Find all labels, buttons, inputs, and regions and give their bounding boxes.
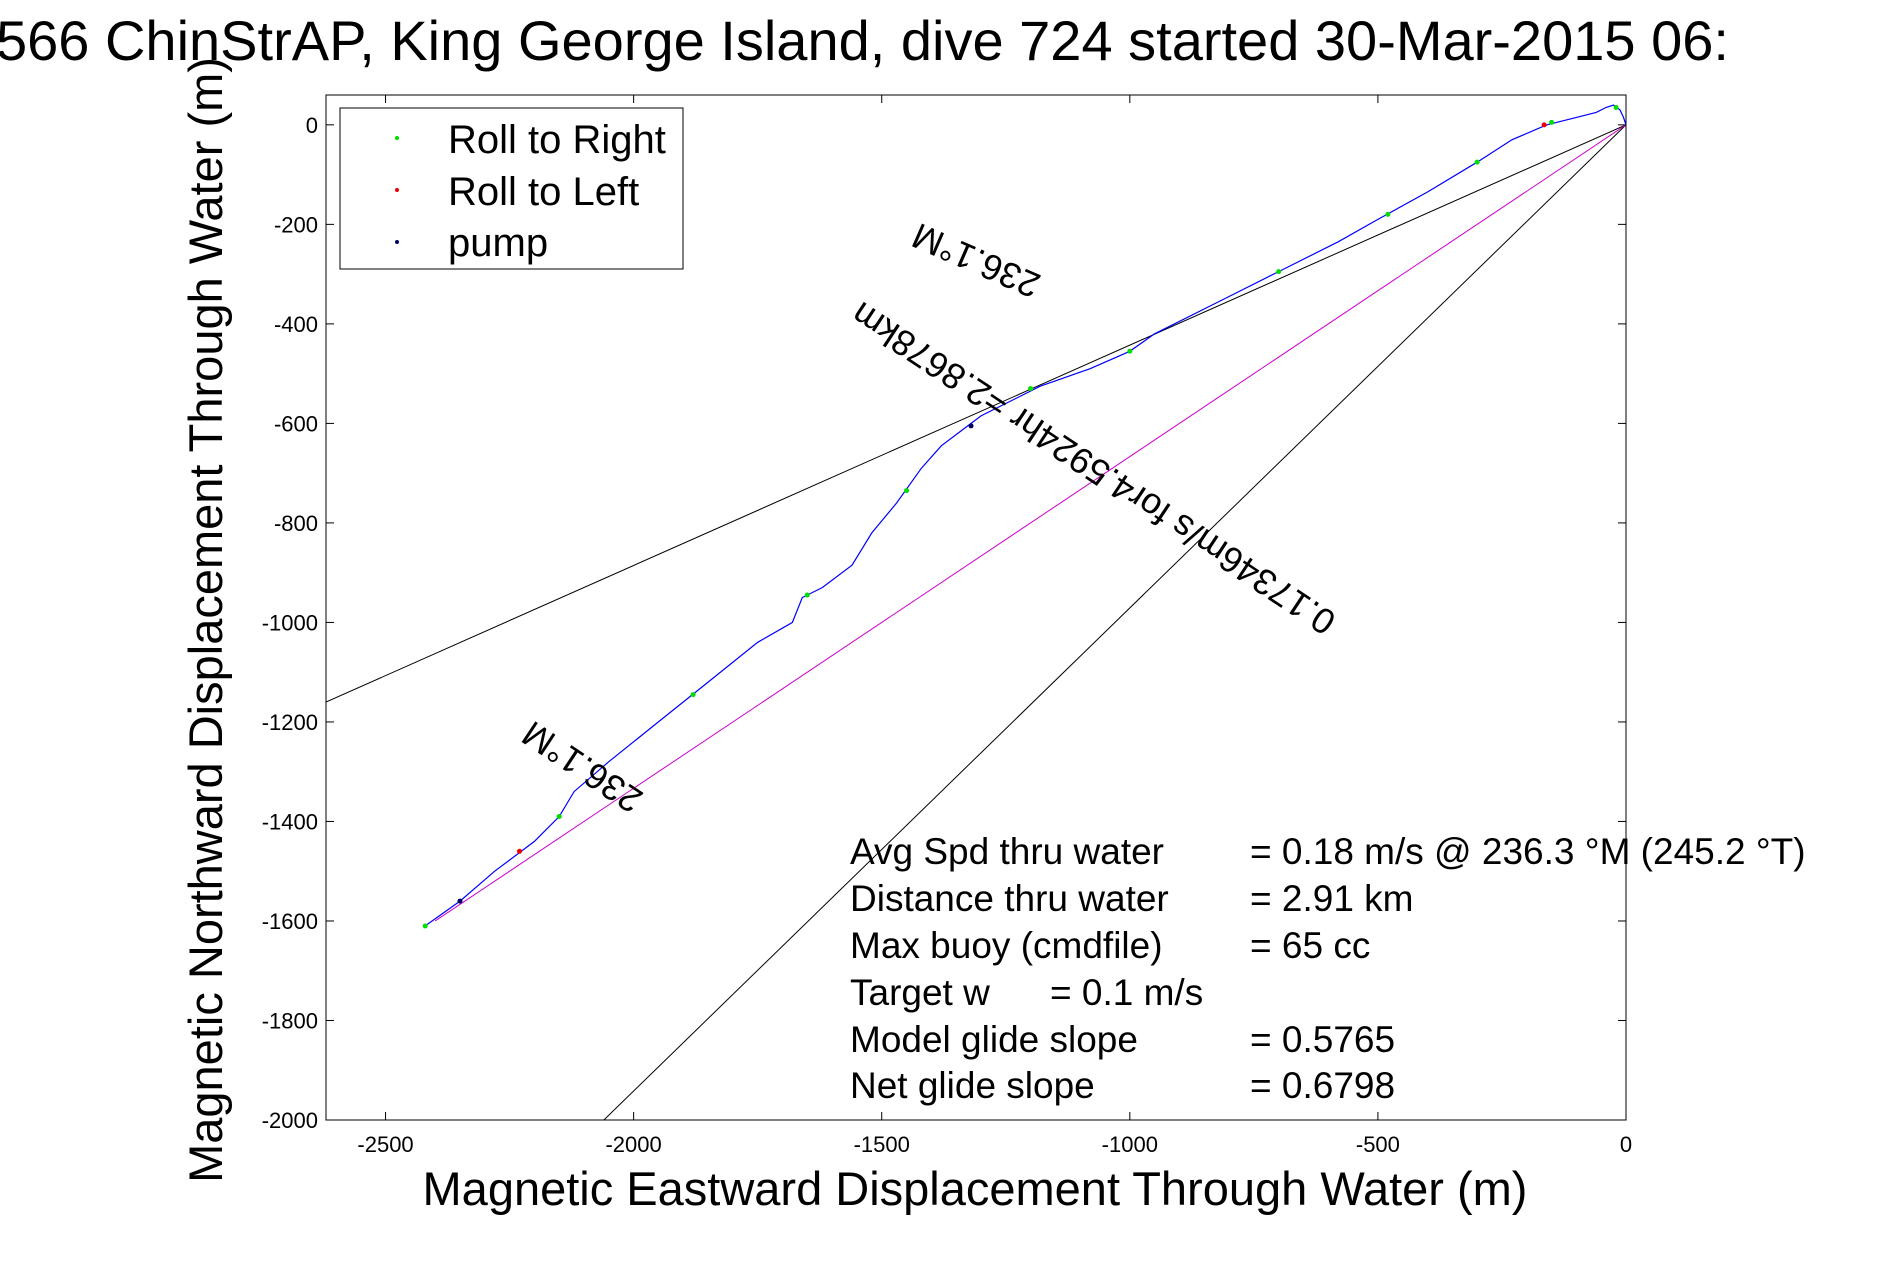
summary-value-model-glide: = 0.5765 xyxy=(1250,1019,1395,1060)
y-tick-label: -400 xyxy=(274,312,318,337)
summary-value-distance: = 2.91 km xyxy=(1250,878,1414,919)
summary-label-max-buoy: Max buoy (cmdfile) xyxy=(850,925,1163,966)
summary-label-distance: Distance thru water xyxy=(850,878,1169,919)
legend-label-roll-right: Roll to Right xyxy=(448,118,666,162)
y-tick-label: -600 xyxy=(274,411,318,436)
y-tick-label: -1600 xyxy=(262,909,318,934)
track-marker-right xyxy=(1549,119,1555,125)
track-marker-left xyxy=(517,848,523,854)
reference-line-1 xyxy=(603,124,1626,1120)
summary-value-avg-speed: = 0.18 m/s @ 236.3 °M (245.2 °T) xyxy=(1250,831,1806,872)
x-tick-label: 0 xyxy=(1620,1132,1632,1157)
legend: Roll to Right Roll to Left pump xyxy=(339,107,684,270)
x-tick-label: -1000 xyxy=(1102,1132,1158,1157)
summary-block: Avg Spd thru water = 0.18 m/s @ 236.3 °M… xyxy=(850,831,1806,1106)
track-marker-right xyxy=(556,813,562,819)
summary-label-target-w: Target w xyxy=(850,972,990,1013)
track-marker-left xyxy=(1541,122,1547,128)
track-marker-right xyxy=(1028,386,1034,392)
summary-label-model-glide: Model glide slope xyxy=(850,1019,1138,1060)
track-marker-right xyxy=(804,592,810,598)
y-tick-label: -800 xyxy=(274,511,318,536)
track-marker-right xyxy=(1276,269,1282,275)
y-axis-label: Magnetic Northward Displacement Through … xyxy=(179,57,232,1183)
y-tick-label: 0 xyxy=(306,113,318,138)
track-marker-pump xyxy=(968,423,974,429)
x-tick-label: -500 xyxy=(1356,1132,1400,1157)
legend-marker-roll-right xyxy=(395,136,399,140)
reference-line-0 xyxy=(326,124,1626,703)
track-marker-right xyxy=(1127,348,1133,354)
y-tick-label: -1800 xyxy=(262,1008,318,1033)
track-marker-right xyxy=(904,488,910,494)
y-tick-label: -1200 xyxy=(262,710,318,735)
x-axis-label: Magnetic Eastward Displacement Through W… xyxy=(423,1162,1528,1215)
x-tick-label: -2000 xyxy=(605,1132,661,1157)
track-marker-right xyxy=(1474,159,1480,165)
track-marker-right xyxy=(690,692,696,698)
summary-label-net-glide: Net glide slope xyxy=(850,1065,1095,1106)
x-tick-label: -1500 xyxy=(854,1132,910,1157)
summary-value-net-glide: = 0.6798 xyxy=(1250,1065,1395,1106)
track-marker-right xyxy=(422,923,428,929)
line-annotation-2: 236.1°M xyxy=(515,713,650,821)
y-tick-label: -200 xyxy=(274,212,318,237)
legend-label-pump: pump xyxy=(448,221,548,265)
line-annotation-0: 236.1°M xyxy=(906,215,1046,306)
chart-title: 566 ChinStrAP, King George Island, dive … xyxy=(0,9,1729,72)
track-marker-pump xyxy=(457,898,463,904)
summary-label-avg-speed: Avg Spd thru water xyxy=(850,831,1164,872)
summary-value-target-w: = 0.1 m/s xyxy=(1050,972,1203,1013)
track-marker-right xyxy=(1385,211,1391,217)
x-tick-label: -2500 xyxy=(357,1132,413,1157)
reference-line-2 xyxy=(434,124,1626,922)
legend-marker-roll-left xyxy=(395,188,399,192)
y-tick-label: -2000 xyxy=(262,1108,318,1133)
y-tick-label: -1400 xyxy=(262,809,318,834)
track-marker-right xyxy=(1613,104,1619,110)
legend-label-roll-left: Roll to Left xyxy=(448,170,639,214)
line-annotation-1: 0.17346m/s for4.5924hr =2.8678km xyxy=(844,294,1343,644)
track-line xyxy=(424,104,1626,927)
plot-frame xyxy=(325,94,1627,1121)
legend-marker-pump xyxy=(395,240,399,244)
summary-value-max-buoy: = 65 cc xyxy=(1250,925,1370,966)
y-tick-label: -1000 xyxy=(262,610,318,635)
